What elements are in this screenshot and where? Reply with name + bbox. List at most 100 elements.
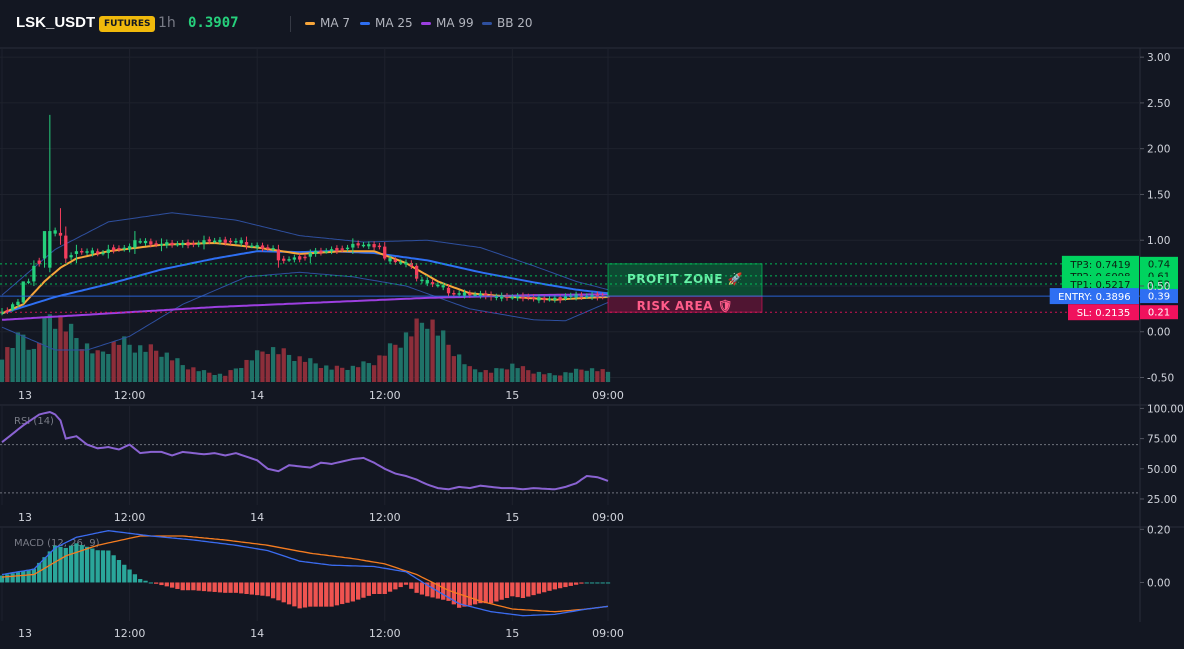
volume-bar	[207, 372, 212, 382]
candle-body	[165, 242, 169, 246]
macd-histogram-bar	[286, 582, 292, 605]
macd-histogram-bar	[265, 582, 270, 597]
candle-body	[372, 244, 376, 248]
volume-bar	[494, 368, 499, 382]
volume-bar	[15, 332, 21, 382]
macd-histogram-bar	[175, 582, 180, 589]
ma99-swatch	[421, 22, 431, 25]
macd-histogram-bar	[58, 546, 63, 583]
macd-histogram-bar	[308, 582, 313, 607]
symbol-name[interactable]: LSK_USDT	[16, 14, 96, 31]
macd-histogram-bar	[212, 582, 217, 592]
volume-bar	[169, 360, 175, 382]
candle-body	[345, 247, 350, 250]
macd-histogram-bar	[589, 582, 595, 584]
y-tick-label: 0.50	[1147, 281, 1170, 293]
macd-histogram-bar	[441, 582, 446, 600]
volume-bar	[42, 317, 47, 382]
macd-histogram-bar	[47, 551, 52, 583]
candle-body	[42, 231, 47, 259]
volume-bar	[605, 371, 611, 382]
candle-body	[64, 235, 68, 259]
volume-bar	[106, 354, 111, 382]
macd-histogram-bar	[26, 569, 31, 583]
candle-body	[329, 249, 334, 252]
y-tick-label: 100.00	[1147, 403, 1184, 415]
macd-histogram-bar	[467, 582, 472, 606]
level-axis-tag	[1140, 256, 1178, 271]
macd-histogram-bar	[387, 582, 393, 592]
candle-body	[170, 242, 174, 245]
volume-bar	[292, 361, 297, 382]
candle-body	[340, 248, 344, 250]
volume-bar	[419, 322, 425, 382]
candle-body	[292, 257, 297, 260]
candle-body	[143, 240, 148, 244]
macd-histogram-bar	[95, 550, 100, 583]
macd-histogram-bar	[239, 582, 244, 594]
macd-histogram-bar	[600, 582, 605, 584]
candle-body	[16, 301, 20, 306]
candle-body	[96, 251, 100, 254]
candle-body	[324, 250, 328, 253]
legend-ma25[interactable]: MA 25	[360, 16, 413, 30]
macd-histogram-bar	[132, 574, 138, 583]
volume-bar	[488, 372, 494, 382]
candle-body	[388, 258, 392, 262]
candle-body	[234, 241, 238, 243]
macd-histogram-bar	[154, 582, 159, 584]
x-tick-label: 15	[505, 389, 519, 402]
candle-body	[457, 293, 461, 295]
macd-histogram-bar	[398, 582, 403, 588]
volume-bar	[196, 371, 201, 382]
axes: 13 12:00 14 12:00 15 09:00 3.00 2.50 2.00 1.50 1.0…	[18, 52, 1184, 640]
timeframe-label[interactable]: 1h	[158, 15, 176, 31]
ma25-swatch	[360, 22, 370, 25]
legend-bb20[interactable]: BB 20	[482, 16, 533, 30]
macd-histogram-bar	[472, 582, 478, 605]
macd-histogram-bar	[21, 570, 26, 583]
candle-body	[186, 242, 190, 246]
volume-bar	[244, 359, 249, 382]
volume-bar	[281, 348, 286, 382]
macd-histogram-bar	[526, 582, 531, 597]
candle-body	[85, 251, 89, 253]
volume-bar	[589, 368, 595, 382]
macd-histogram-bar	[520, 582, 526, 599]
macd-histogram-bar	[122, 564, 127, 583]
macd-histogram-bar	[100, 550, 106, 583]
macd-histogram-bar	[276, 582, 281, 601]
macd-histogram-bar	[297, 582, 302, 609]
level-label: TP1: 0.5217	[1069, 280, 1130, 291]
legend-ma7[interactable]: MA 7	[305, 16, 350, 30]
macd-histogram-bar	[15, 572, 21, 583]
volume-bar	[100, 351, 106, 382]
level-axis-value: 0.61	[1148, 271, 1170, 282]
volume-bars	[0, 314, 611, 382]
x-tick-label: 14	[250, 389, 264, 402]
candle-body	[287, 259, 291, 261]
volume-bar	[366, 363, 371, 382]
macd-histogram-bar	[425, 582, 430, 597]
volume-bar	[164, 352, 169, 382]
legend-bb20-label: BB 20	[497, 16, 533, 30]
macd-histogram-bar	[207, 582, 212, 592]
macd-histogram-bar	[159, 582, 164, 586]
macd-histogram-bar	[515, 582, 520, 598]
volume-bar	[10, 347, 15, 382]
candle-body	[181, 242, 185, 245]
macd-histogram-bar	[510, 582, 515, 597]
macd-histogram-bar	[68, 545, 74, 583]
legend-ma99-label: MA 99	[436, 16, 474, 30]
level-label: TP3: 0.7419	[1069, 260, 1130, 271]
x-tick-label: 14	[250, 511, 264, 524]
candle-body	[468, 293, 472, 296]
legend-ma99[interactable]: MA 99	[421, 16, 474, 30]
macd-signal-line	[1, 535, 609, 613]
level-tag	[1061, 275, 1139, 292]
volume-bar	[37, 342, 42, 382]
volume-bar	[212, 375, 217, 382]
candle-body	[478, 293, 483, 296]
volume-bar	[563, 372, 568, 382]
